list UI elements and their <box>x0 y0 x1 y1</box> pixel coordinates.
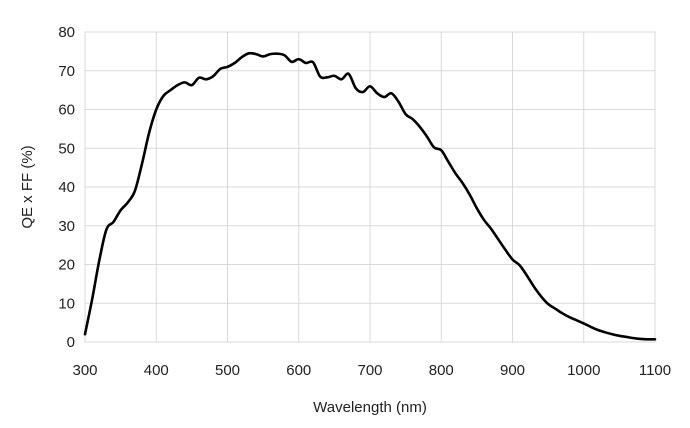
x-tick-label: 600 <box>286 362 311 379</box>
y-tick-label: 20 <box>58 257 75 274</box>
y-tick-label: 80 <box>58 24 75 41</box>
qe-series-line <box>83 51 657 341</box>
x-tick-label: 300 <box>72 362 97 379</box>
y-tick-label: 70 <box>58 63 75 80</box>
y-tick-label: 0 <box>67 334 75 351</box>
grid-layer <box>84 31 656 343</box>
x-axis-title: Wavelength (nm) <box>313 399 427 416</box>
y-tick-label: 30 <box>58 218 75 235</box>
tick-labels: 0 10 20 30 40 50 60 70 80 300 400 500 600 700 800 900 10… <box>58 24 671 379</box>
y-tick-label: 50 <box>58 140 75 157</box>
y-axis-title: QE x FF (%) <box>19 145 36 228</box>
series-layer <box>83 51 657 341</box>
x-tick-label: 700 <box>357 362 382 379</box>
y-tick-label: 40 <box>58 179 75 196</box>
x-tick-label: 1000 <box>567 362 600 379</box>
x-tick-label: 900 <box>500 362 525 379</box>
x-tick-label: 500 <box>215 362 240 379</box>
y-tick-label: 60 <box>58 102 75 119</box>
x-tick-label: 800 <box>429 362 454 379</box>
y-tick-label: 10 <box>58 295 75 312</box>
x-tick-label: 400 <box>144 362 169 379</box>
x-tick-label: 1100 <box>639 362 671 379</box>
